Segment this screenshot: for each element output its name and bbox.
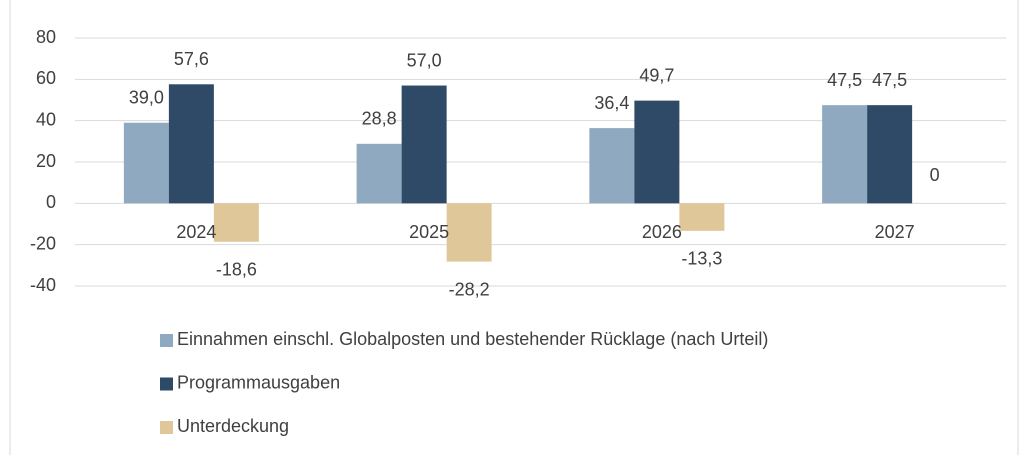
legend-swatch (160, 334, 173, 347)
value-label: 57,0 (407, 50, 442, 70)
y-tick-label: 40 (36, 109, 56, 129)
legend-label: Unterdeckung (177, 416, 289, 436)
legend-swatch (160, 421, 173, 434)
value-label: 36,4 (594, 93, 629, 113)
value-label: -18,6 (216, 260, 257, 280)
value-label: -13,3 (681, 249, 722, 269)
x-tick-label: 2026 (642, 222, 682, 242)
value-label: 28,8 (362, 109, 397, 129)
chart-border (9, 0, 1019, 455)
value-label: 57,6 (174, 49, 209, 69)
bar (822, 105, 868, 204)
x-tick-label: 2027 (875, 222, 915, 242)
bar (589, 128, 635, 204)
bar (123, 122, 169, 204)
bar (679, 203, 725, 231)
y-tick-label: -20 (30, 233, 56, 253)
y-tick-label: 80 (36, 27, 56, 47)
y-tick-label: 60 (36, 68, 56, 88)
x-tick-label: 2024 (176, 222, 216, 242)
legend-swatch (160, 377, 173, 391)
value-label: 39,0 (129, 87, 164, 107)
x-tick-label: 2025 (409, 222, 449, 242)
value-label: -28,2 (449, 279, 490, 299)
bar (867, 105, 913, 204)
value-label: 47,5 (827, 70, 862, 90)
legend-label: Programmausgaben (177, 372, 340, 392)
y-tick-label: -40 (30, 275, 56, 295)
bar (401, 85, 447, 204)
legend-label: Einnahmen einschl. Globalposten und best… (177, 329, 768, 349)
bar (446, 203, 492, 262)
bar (634, 100, 680, 204)
bar (356, 143, 402, 204)
y-tick-label: 20 (36, 151, 56, 171)
value-label: 0 (930, 165, 940, 185)
bar (168, 84, 214, 204)
y-tick-label: 0 (46, 192, 56, 212)
value-label: 49,7 (639, 65, 674, 85)
value-label: 47,5 (872, 70, 907, 90)
bar (213, 203, 259, 242)
